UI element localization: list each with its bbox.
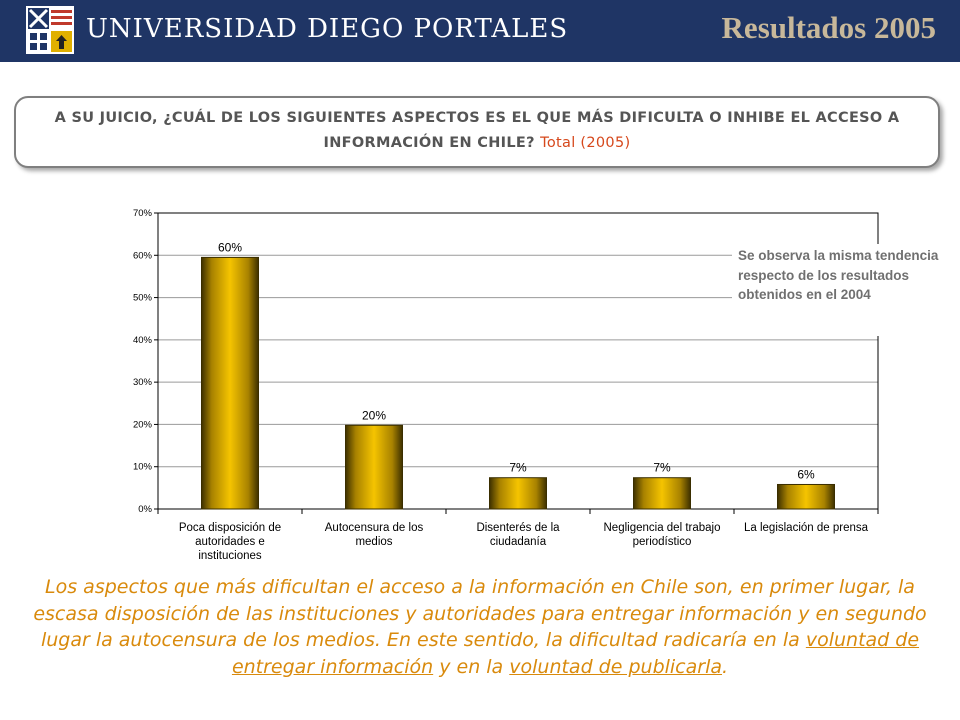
y-tick-label: 50% — [133, 293, 153, 304]
summary-part-2: y en la — [439, 655, 504, 678]
bar — [489, 477, 547, 510]
summary-part-1: Los aspectos que más dificultan el acces… — [33, 576, 927, 651]
page-title: Resultados 2005 — [721, 10, 936, 45]
summary-link-2: voluntad de publicarla — [509, 655, 723, 678]
data-label: 7% — [509, 461, 527, 475]
category-label: periodístico — [633, 536, 692, 548]
bar-chart: 0% 10% 20% 30% 40% 50% 60% 70% 60% Poca disposici… — [133, 208, 879, 562]
category-label: Poca disposición de — [179, 522, 281, 534]
data-label: 20% — [362, 408, 386, 422]
bar — [777, 483, 835, 510]
y-tick-label: 60% — [133, 250, 153, 261]
data-label: 7% — [653, 461, 671, 475]
summary-text: Los aspectos que más dificultan el acces… — [20, 574, 940, 680]
category-label: ciudadanía — [490, 536, 547, 548]
summary-link-1: voluntad de entregar información — [231, 629, 920, 678]
category-label: Negligencia del trabajo — [604, 522, 721, 534]
y-tick-label: 40% — [133, 335, 153, 346]
bar — [633, 477, 691, 510]
summary-part-3: . — [722, 655, 729, 678]
question-suffix: Total (2005) — [540, 135, 631, 151]
y-tick-label: 0% — [138, 504, 152, 515]
bar — [201, 256, 259, 510]
category-label: instituciones — [198, 550, 262, 562]
chart-note: Se observa la misma tendencia respecto d… — [732, 244, 952, 336]
data-label: 60% — [218, 240, 242, 254]
category-label: Autocensura de los — [325, 522, 424, 534]
question-main: A SU JUICIO, ¿CUÁL DE LOS SIGUIENTES ASP… — [54, 110, 900, 151]
category-label: La legislación de prensa — [744, 522, 869, 534]
university-name: UNIVERSIDAD DIEGO PORTALES — [86, 14, 569, 44]
data-label: 6% — [797, 467, 815, 481]
y-tick-label: 70% — [133, 208, 153, 219]
question-box: A SU JUICIO, ¿CUÁL DE LOS SIGUIENTES ASP… — [14, 96, 940, 168]
category-label: medios — [355, 536, 392, 548]
y-tick-label: 10% — [133, 462, 153, 473]
category-label: autoridades e — [195, 536, 265, 548]
header-bar: UNIVERSIDAD DIEGO PORTALES Resultados 20… — [0, 0, 960, 62]
university-crest-icon — [26, 6, 74, 54]
y-tick-label: 30% — [133, 377, 153, 388]
y-tick-label: 20% — [133, 419, 153, 430]
question-text: A SU JUICIO, ¿CUÁL DE LOS SIGUIENTES ASP… — [16, 106, 938, 156]
category-label: Disenterés de la — [476, 522, 560, 534]
bar — [345, 424, 403, 510]
